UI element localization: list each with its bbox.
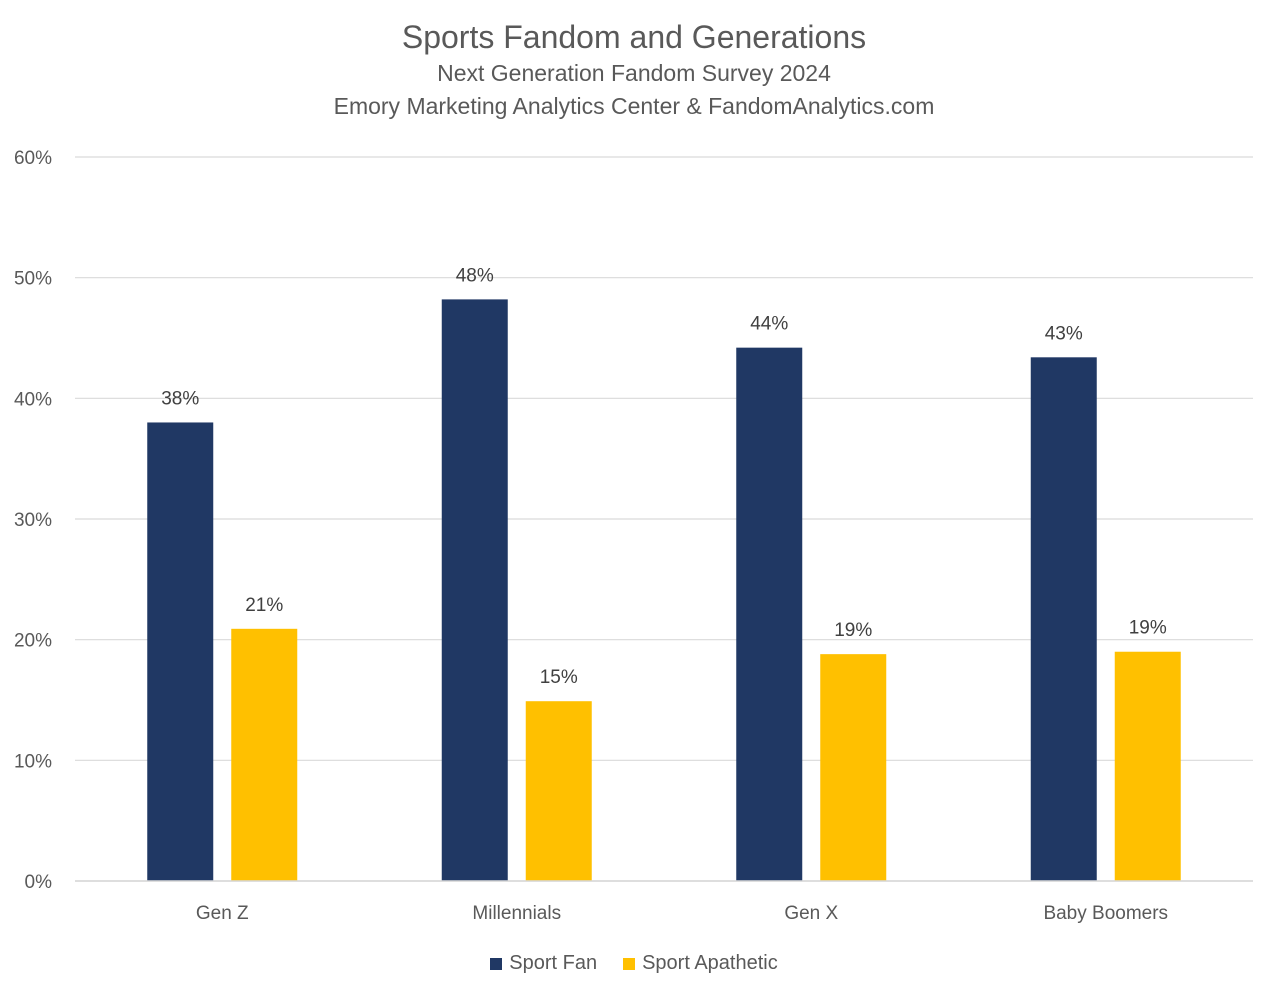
bar-sport-fan <box>1030 357 1097 882</box>
y-tick-label: 40% <box>14 389 52 410</box>
data-label: 19% <box>834 620 872 641</box>
data-label: 44% <box>750 314 788 335</box>
legend-swatch-sport-apathetic <box>623 957 636 970</box>
chart-subtitle-2: Emory Marketing Analytics Center & Fando… <box>333 93 935 119</box>
y-tick-label: 20% <box>14 631 52 652</box>
chart-titles: Sports Fandom and Generations Next Gener… <box>0 0 1268 123</box>
y-tick-label: 10% <box>14 751 52 772</box>
legend-item-sport-fan: Sport Fan <box>490 952 597 975</box>
y-tick-label: 60% <box>14 148 52 169</box>
data-label: 21% <box>245 595 283 616</box>
data-label: 15% <box>540 667 578 688</box>
x-tick-label: Gen X <box>784 903 838 924</box>
bar-sport-apathetic <box>525 701 592 881</box>
legend-label-sport-apathetic: Sport Apathetic <box>642 952 778 974</box>
bar-sport-apathetic <box>231 628 298 881</box>
y-tick-label: 30% <box>14 510 52 531</box>
chart-title: Sports Fandom and Generations <box>401 19 867 55</box>
x-tick-label: Gen Z <box>196 903 249 924</box>
legend-label-sport-fan: Sport Fan <box>509 952 598 974</box>
x-tick-label: Millennials <box>472 903 561 924</box>
bar-sport-apathetic <box>820 654 887 881</box>
chart-subtitle-1: Next Generation Fandom Survey 2024 <box>437 60 831 86</box>
data-label: 38% <box>161 388 199 409</box>
bar-sport-fan <box>736 347 803 881</box>
bar-sport-fan <box>147 422 214 881</box>
y-tick-label: 50% <box>14 269 52 290</box>
data-label: 19% <box>1129 618 1167 639</box>
legend-item-sport-apathetic: Sport Apathetic <box>623 952 778 975</box>
bar-sport-fan <box>441 299 508 881</box>
y-tick-label: 0% <box>25 872 53 893</box>
data-label: 43% <box>1045 323 1083 344</box>
x-tick-label: Baby Boomers <box>1043 903 1168 924</box>
data-label: 48% <box>456 265 494 286</box>
legend-swatch-sport-fan <box>490 957 503 970</box>
chart-legend: Sport Fan Sport Apathetic <box>0 952 1268 975</box>
bar-sport-apathetic <box>1114 651 1181 881</box>
